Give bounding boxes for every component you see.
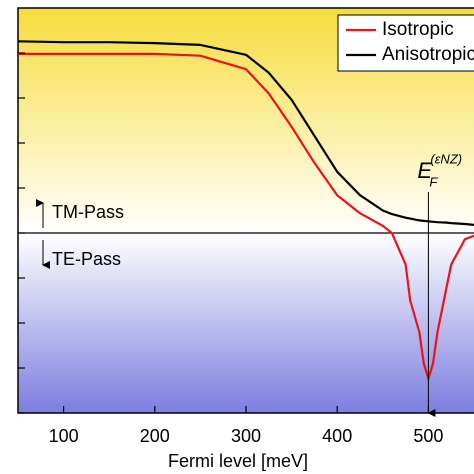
series-line <box>18 52 474 380</box>
legend-label: Isotropic <box>382 19 454 40</box>
x-tick-label: 200 <box>140 426 170 446</box>
x-tick-label: 400 <box>322 426 352 446</box>
tm-pass-label: TM-Pass <box>52 202 124 222</box>
plot <box>17 40 474 380</box>
legend-box <box>337 14 474 72</box>
lower-region <box>18 233 474 413</box>
series-line <box>17 40 474 226</box>
ef-sub: F <box>429 174 438 189</box>
te-pass-label: TE-Pass <box>52 249 121 269</box>
x-tick-label: 100 <box>49 426 79 446</box>
plot-frame <box>17 7 474 414</box>
x-axis-label: Fermi level [meV] <box>168 451 308 471</box>
legend-label: Anisotropic <box>382 44 474 65</box>
x-tick-label: 500 <box>413 426 443 446</box>
ef-sup: (εNZ) <box>430 151 462 166</box>
ef-label: E <box>417 158 432 183</box>
x-tick-label: 300 <box>231 426 261 446</box>
